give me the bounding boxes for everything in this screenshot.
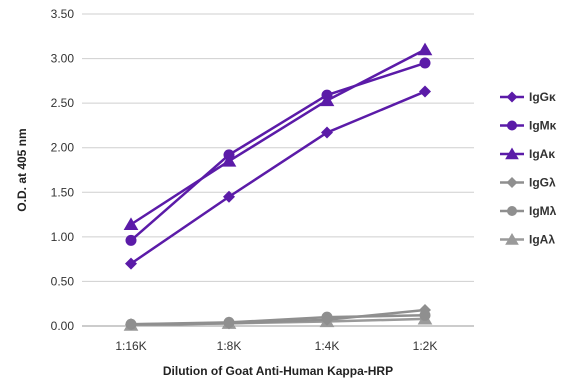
x-tick-label: 1:16K xyxy=(115,339,146,353)
data-point xyxy=(321,89,333,101)
x-axis-title: Dilution of Goat Anti-Human Kappa-HRP xyxy=(163,364,393,378)
data-point xyxy=(223,317,235,330)
legend-marker xyxy=(506,177,518,188)
legend-item: IgGλ xyxy=(500,176,556,190)
y-tick-label: 1.00 xyxy=(51,230,75,244)
legend-label: IgAκ xyxy=(529,147,555,161)
data-point xyxy=(321,313,333,326)
legend-item: IgMλ xyxy=(500,204,557,218)
data-point xyxy=(125,257,137,270)
legend-item: IgMκ xyxy=(500,119,557,133)
legend-label: IgGκ xyxy=(529,90,556,104)
y-axis-title: O.D. at 405 nm xyxy=(15,128,29,211)
series-3 xyxy=(125,303,431,331)
y-tick-label: 2.00 xyxy=(51,141,75,155)
data-point xyxy=(417,42,433,56)
legend-label: IgGλ xyxy=(529,176,556,190)
y-tick-label: 1.50 xyxy=(51,185,75,199)
y-tick-label: 0.00 xyxy=(51,319,75,333)
y-tick-label: 0.50 xyxy=(51,274,75,288)
x-tick-labels: 1:16K 1:8K 1:4K 1:2K xyxy=(115,339,437,353)
data-point xyxy=(419,85,431,98)
legend-label: IgAλ xyxy=(529,233,555,247)
series-0 xyxy=(125,85,431,270)
data-point xyxy=(125,318,137,331)
series-line xyxy=(130,61,426,242)
data-point xyxy=(419,303,431,316)
legend-marker xyxy=(506,91,518,103)
legend-item: IgGκ xyxy=(500,90,556,104)
data-point xyxy=(223,190,235,203)
data-point xyxy=(125,234,137,246)
data-point xyxy=(419,57,431,69)
x-tick-label: 1:8K xyxy=(217,339,242,353)
legend-label: IgMλ xyxy=(529,204,557,218)
series-line xyxy=(130,90,426,265)
series-1 xyxy=(125,57,431,246)
y-tick-labels: 0.00 0.50 1.00 1.50 2.00 2.50 3.00 3.50 xyxy=(51,7,75,333)
x-tick-label: 1:4K xyxy=(315,339,340,353)
series-lines xyxy=(123,42,433,331)
legend-marker xyxy=(505,233,519,245)
y-tick-label: 3.00 xyxy=(51,52,75,66)
legend-label: IgMκ xyxy=(529,119,557,133)
x-tick-label: 1:2K xyxy=(413,339,438,353)
legend: IgGκ IgMκ IgAκ IgGλ IgMλ IgAλ xyxy=(500,90,557,247)
series-line xyxy=(130,48,426,226)
y-tick-label: 3.50 xyxy=(51,7,75,21)
legend-marker xyxy=(507,206,517,216)
data-point xyxy=(123,217,139,230)
gridlines xyxy=(82,13,474,282)
legend-marker xyxy=(505,147,519,160)
data-point xyxy=(221,154,237,167)
legend-item: IgAκ xyxy=(500,147,555,161)
series-line xyxy=(130,308,426,326)
legend-marker xyxy=(507,120,517,131)
data-point xyxy=(223,149,235,161)
legend-item: IgAλ xyxy=(500,233,555,247)
series-2 xyxy=(123,42,433,230)
data-point xyxy=(321,126,333,139)
y-tick-label: 2.50 xyxy=(51,96,75,110)
